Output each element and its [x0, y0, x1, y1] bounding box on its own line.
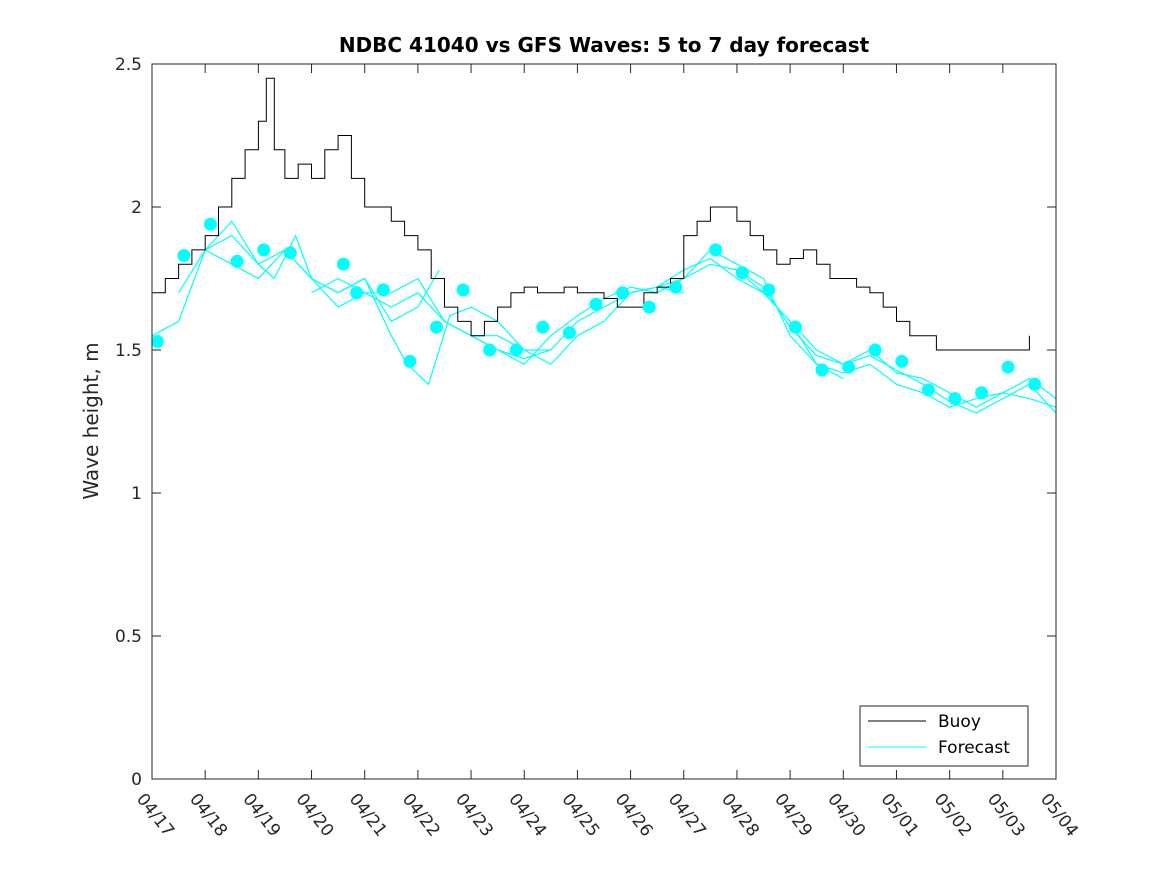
plot-area [152, 77, 1056, 414]
forecast-marker [788, 320, 802, 334]
forecast-marker [562, 326, 576, 340]
y-axis-label: Wave height, m [79, 342, 103, 499]
forecast-marker [430, 320, 443, 334]
chart-title: NDBC 41040 vs GFS Waves: 5 to 7 day fore… [339, 33, 870, 57]
forecast-run-line [470, 249, 1056, 408]
forecast-marker [895, 354, 909, 368]
y-tick-label: 1.5 [115, 341, 142, 361]
axis-ticks [151, 63, 1057, 780]
forecast-marker [815, 363, 829, 377]
legend-box [859, 705, 1029, 767]
forecast-marker [642, 300, 656, 314]
forecast-marker [403, 354, 417, 368]
forecast-marker [1028, 377, 1042, 391]
forecast-marker [350, 286, 364, 300]
forecast-marker [948, 392, 962, 406]
forecast-marker [868, 343, 882, 357]
forecast-marker [669, 280, 683, 294]
forecast-marker [589, 297, 603, 311]
forecast-marker [283, 246, 297, 260]
y-tick-label: 0 [131, 770, 142, 790]
legend: Buoy Forecast [859, 705, 1029, 767]
forecast-marker [376, 283, 390, 297]
forecast-marker [842, 360, 856, 374]
forecast-run-line [311, 263, 844, 380]
y-tick-label: 2 [131, 198, 142, 218]
buoy-line [152, 77, 1030, 351]
forecast-marker [177, 249, 191, 263]
axes-frame [151, 63, 1057, 780]
forecast-marker [336, 257, 350, 271]
y-tick-label: 1 [131, 484, 142, 504]
forecast-marker [735, 266, 749, 280]
y-tick-label: 2.5 [115, 55, 142, 75]
legend-forecast-label: Forecast [938, 738, 1010, 758]
forecast-marker [257, 243, 271, 257]
forecast-marker [204, 217, 217, 231]
forecast-marker [762, 283, 776, 297]
forecast-marker [509, 343, 523, 357]
legend-buoy-label: Buoy [938, 712, 981, 732]
forecast-marker [1001, 360, 1015, 374]
forecast-marker [975, 386, 989, 400]
forecast-marker [230, 254, 244, 268]
forecast-marker [152, 334, 164, 348]
forecast-marker [921, 383, 935, 397]
y-tick-label: 0.5 [115, 627, 142, 647]
forecast-marker [483, 343, 497, 357]
forecast-marker [616, 286, 630, 300]
forecast-marker [456, 283, 470, 297]
forecast-marker [709, 243, 723, 257]
forecast-marker [536, 320, 550, 334]
